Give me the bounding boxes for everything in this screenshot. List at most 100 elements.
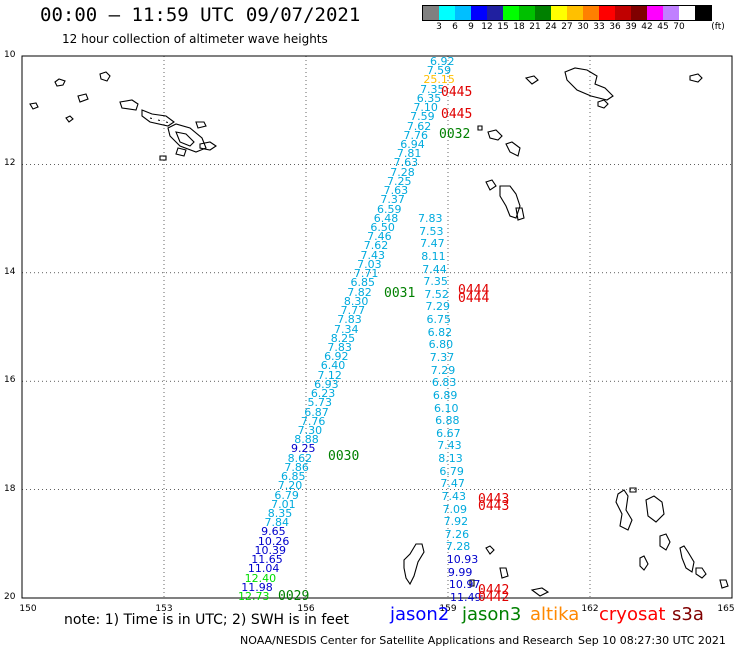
wave-height-reading: 6.80	[428, 338, 454, 352]
pass-time-label: 0029	[278, 589, 310, 604]
pass-time-label: 0443	[478, 492, 510, 507]
island-shape	[524, 75, 539, 85]
wave-height-reading: 9.99	[447, 565, 473, 579]
wave-height-reading: 7.71	[353, 267, 379, 281]
wave-height-reading: 7.43	[360, 248, 385, 262]
legend-entry-cryosat: cryosat	[599, 604, 666, 625]
wave-height-reading: 10.39	[254, 543, 287, 557]
longitude-label: 162	[581, 604, 599, 614]
wave-height-reading: 11.04	[247, 562, 280, 576]
latitude-label: 10	[4, 50, 16, 60]
colorbar-tick-label: 21	[529, 22, 541, 32]
colorbar-swatch	[551, 6, 567, 20]
wave-height-reading: 7.81	[396, 147, 422, 161]
wave-height-reading: 7.35	[423, 275, 448, 289]
island-shape	[175, 131, 195, 147]
wave-height-reading: 6.93	[314, 377, 339, 391]
legend-entry-jason3: jason3	[462, 604, 522, 625]
wave-height-reading: 7.76	[403, 128, 429, 142]
wave-height-reading: 6.40	[320, 359, 346, 373]
wave-height-reading: 7.43	[441, 489, 466, 503]
wave-height-reading: 7.59	[426, 64, 452, 78]
island-shape	[597, 99, 609, 109]
pass-time-label: 0444	[458, 283, 490, 298]
island-shape	[485, 545, 495, 555]
wave-height-reading: 7.86	[284, 460, 309, 474]
wave-height-reading: 7.62	[363, 239, 389, 253]
longitude-label: 159	[439, 604, 457, 614]
island-shape	[505, 141, 521, 157]
island-shape	[77, 93, 89, 103]
island-shape	[689, 73, 703, 83]
wave-height-reading: 6.85	[281, 470, 306, 484]
latitude-label: 20	[4, 592, 16, 602]
island-shape	[54, 78, 66, 87]
colorbar-swatch	[695, 6, 711, 20]
longitude-label: 153	[155, 604, 173, 614]
wave-height-reading: 6.79	[274, 488, 299, 502]
longitude-label: 156	[297, 604, 315, 614]
island-shape	[477, 125, 483, 131]
colorbar-tick-label: 30	[577, 22, 589, 32]
wave-height-reading: 7.63	[383, 184, 409, 198]
colorbar-tick-label: 18	[513, 22, 525, 32]
wave-height-reading: 7.01	[271, 497, 296, 511]
wave-height-reading: 7.29	[430, 363, 456, 377]
wave-height-reading: 8.11	[421, 249, 446, 263]
pass-time-label: 0442	[478, 583, 510, 598]
island-shape	[199, 141, 217, 151]
wave-height-reading: 9.65	[261, 525, 286, 539]
wave-height-reading: 7.09	[442, 502, 468, 516]
wave-height-reading: 10.26	[257, 534, 290, 548]
island-shape	[499, 185, 521, 219]
island-shape	[167, 123, 207, 153]
island-shape	[679, 545, 695, 573]
colorbar-swatch	[679, 6, 695, 20]
colorbar-tick-label: 42	[641, 22, 653, 32]
colorbar-tick-label: 9	[468, 22, 474, 32]
reef-chain	[149, 117, 171, 124]
wave-height-reading: 7.43	[437, 439, 462, 453]
colorbar	[422, 5, 712, 21]
wave-height-reading: 11.65	[251, 553, 283, 567]
wave-height-reading: 7.47	[440, 477, 465, 491]
map-frame	[21, 55, 733, 599]
island-shape	[564, 67, 614, 101]
wave-height-reading: 6.48	[373, 211, 399, 225]
latitude-label: 14	[4, 266, 16, 277]
island-shape	[487, 129, 503, 141]
colorbar-swatch	[519, 6, 535, 20]
colorbar-swatch	[583, 6, 599, 20]
colorbar-tick-label: 33	[593, 22, 605, 32]
colorbar-tick-label: 12	[481, 22, 493, 32]
wave-height-reading: 25.15	[423, 73, 455, 87]
latitude-label: 12	[4, 158, 16, 169]
wave-height-reading: 6.88	[435, 414, 460, 428]
colorbar-swatch	[647, 6, 663, 20]
island-shape	[159, 155, 167, 161]
wave-height-reading: 8.62	[287, 451, 313, 465]
pass-time-label: 0443	[478, 499, 510, 514]
coastline-islands	[29, 67, 729, 597]
wave-height-reading: 10.93	[446, 553, 479, 567]
legend-entry-s3a: s3a	[672, 604, 704, 625]
wave-height-reading: 7.83	[418, 212, 443, 225]
colorbar-swatch	[423, 6, 439, 20]
wave-height-reading: 5.73	[307, 396, 333, 410]
wave-height-reading: 7.34	[334, 322, 359, 336]
island-shape	[485, 179, 497, 191]
wave-height-reading: 12.73	[238, 590, 270, 603]
pass-time-label: 0032	[439, 127, 471, 142]
wave-height-reading: 6.92	[324, 350, 349, 364]
colorbar-swatch	[471, 6, 487, 20]
wave-height-reading: 11.98	[241, 580, 273, 594]
wave-height-reading: 7.59	[410, 110, 435, 124]
wave-height-reading: 7.12	[317, 368, 342, 382]
wave-height-reading: 7.20	[277, 479, 303, 493]
wave-height-reading: 7.03	[357, 257, 382, 271]
wave-height-reading: 8.88	[294, 433, 319, 447]
island-shape	[195, 121, 207, 129]
wave-height-reading: 8.30	[343, 294, 369, 308]
island-shape	[639, 555, 649, 571]
